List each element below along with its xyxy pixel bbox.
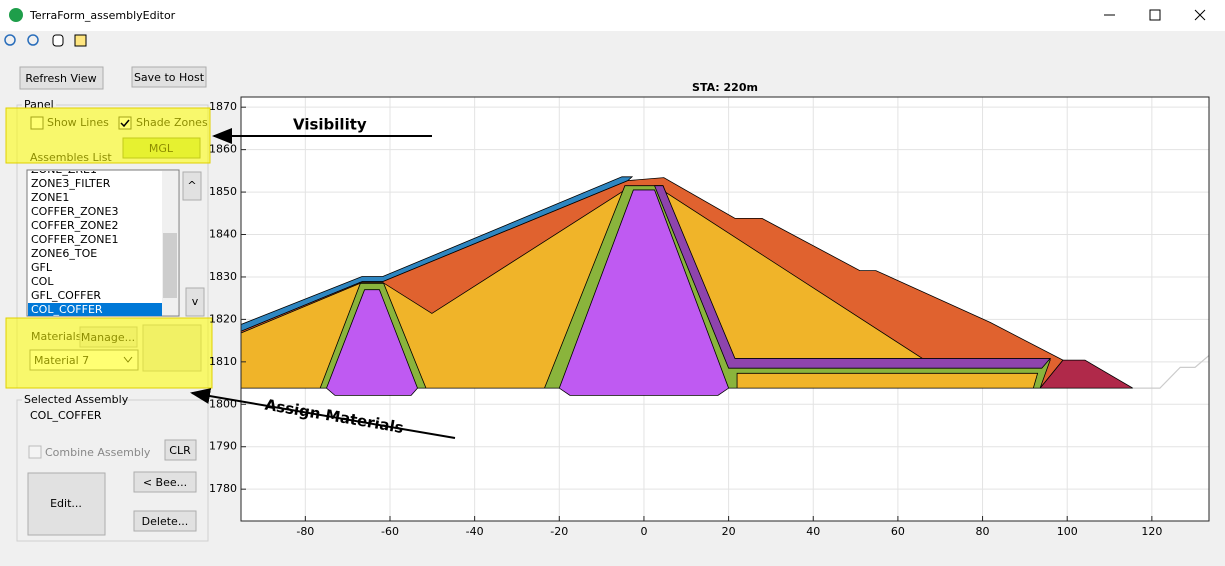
list-item[interactable]: COFFER_ZONE1 bbox=[31, 233, 118, 246]
title-bar bbox=[0, 0, 1225, 31]
save-button[interactable] bbox=[131, 66, 207, 88]
list-item[interactable]: ZONE1 bbox=[31, 191, 69, 204]
zone bbox=[653, 185, 1052, 369]
y-tick-label: 1800 bbox=[209, 397, 237, 410]
clr-button[interactable] bbox=[164, 439, 197, 461]
y-tick-label: 1840 bbox=[209, 228, 237, 241]
zoom-out-tool[interactable] bbox=[27, 34, 39, 46]
delete-button[interactable] bbox=[133, 510, 197, 532]
maximize-button[interactable] bbox=[1149, 9, 1161, 21]
x-tick-label: 0 bbox=[640, 525, 647, 538]
clr-label: CLR bbox=[169, 444, 191, 457]
scroll-thumb[interactable] bbox=[163, 233, 177, 298]
delete-label: Delete... bbox=[142, 515, 189, 528]
selected-title-bg bbox=[22, 394, 120, 406]
x-tick-label: -60 bbox=[381, 525, 399, 538]
edit-label: Edit... bbox=[50, 497, 82, 510]
x-tick-label: -40 bbox=[466, 525, 484, 538]
bee-label: < Bee... bbox=[143, 476, 187, 489]
close-button[interactable] bbox=[1194, 9, 1206, 21]
zone bbox=[1039, 359, 1135, 389]
y-tick-label: 1780 bbox=[209, 482, 237, 495]
list-item[interactable]: GFL bbox=[31, 261, 53, 274]
selected-name: COL_COFFER bbox=[30, 409, 102, 422]
down-label: v bbox=[192, 295, 199, 308]
y-tick-label: 1860 bbox=[209, 143, 237, 156]
down-button[interactable] bbox=[185, 287, 205, 317]
y-tick-label: 1870 bbox=[209, 100, 237, 113]
chart-title: STA: 220m bbox=[692, 81, 758, 94]
edit-button[interactable] bbox=[27, 472, 106, 536]
y-tick-label: 1810 bbox=[209, 355, 237, 368]
y-tick-label: 1850 bbox=[209, 185, 237, 198]
x-tick-label: 20 bbox=[722, 525, 736, 538]
combine-label: Combine Assembly bbox=[45, 446, 151, 459]
ground-line bbox=[1132, 355, 1209, 389]
pan-tool[interactable] bbox=[52, 34, 64, 47]
bee-button[interactable] bbox=[133, 471, 197, 493]
datatip-tool[interactable] bbox=[74, 34, 87, 47]
x-tick-label: 60 bbox=[891, 525, 905, 538]
zone bbox=[736, 372, 1039, 389]
checkmark bbox=[120, 119, 130, 128]
zoom-in-tool[interactable] bbox=[4, 34, 16, 46]
up-label: ^ bbox=[187, 179, 196, 192]
assemblies-list[interactable] bbox=[26, 169, 180, 317]
window-title: TerraForm_assemblyEditor bbox=[29, 9, 176, 22]
y-tick-label: 1820 bbox=[209, 312, 237, 325]
x-tick-label: 80 bbox=[976, 525, 990, 538]
x-tick-label: 100 bbox=[1057, 525, 1078, 538]
visibility-annotation: Visibility bbox=[293, 116, 367, 134]
x-tick-label: 120 bbox=[1141, 525, 1162, 538]
axes-box bbox=[240, 96, 1210, 522]
list-item[interactable]: COL_COFFER bbox=[31, 303, 103, 316]
list-items: ZONE_ZRE1ZONE3_FILTERZONE1COFFER_ZONE3CO… bbox=[28, 163, 162, 316]
up-button[interactable] bbox=[182, 171, 202, 201]
list-item[interactable]: ZONE_ZRE1 bbox=[31, 163, 97, 176]
y-tick-label: 1790 bbox=[209, 440, 237, 453]
list-item[interactable]: COL bbox=[31, 275, 54, 288]
y-tick-label: 1830 bbox=[209, 270, 237, 283]
list-item[interactable]: COFFER_ZONE2 bbox=[31, 219, 118, 232]
refresh-button[interactable] bbox=[19, 66, 104, 90]
list-item[interactable]: GFL_COFFER bbox=[31, 289, 101, 302]
selected-highlight bbox=[28, 303, 162, 316]
materials-arrow bbox=[190, 388, 456, 439]
toolbar bbox=[4, 34, 87, 47]
zones bbox=[241, 176, 1209, 396]
list-item[interactable]: ZONE3_FILTER bbox=[31, 177, 111, 190]
x-tick-label: 40 bbox=[806, 525, 820, 538]
ticks: -80 -60 -40 -20 0 20 40 60 80 100 120 1780 1790 1800 1… bbox=[209, 100, 1162, 538]
x-tick-label: -20 bbox=[550, 525, 568, 538]
list-item[interactable]: COFFER_ZONE3 bbox=[31, 205, 118, 218]
app-icon bbox=[9, 8, 23, 22]
zone bbox=[326, 289, 418, 396]
save-label: Save to Host bbox=[134, 71, 205, 84]
highlight-visibility bbox=[5, 107, 211, 164]
zone bbox=[558, 189, 730, 396]
combine-checkbox[interactable] bbox=[28, 445, 42, 459]
list-item[interactable]: ZONE6_TOE bbox=[31, 247, 97, 260]
highlight-materials bbox=[5, 317, 213, 389]
x-tick-label: -80 bbox=[296, 525, 314, 538]
selected-title: Selected Assembly bbox=[24, 393, 129, 406]
refresh-label: Refresh View bbox=[25, 72, 96, 85]
